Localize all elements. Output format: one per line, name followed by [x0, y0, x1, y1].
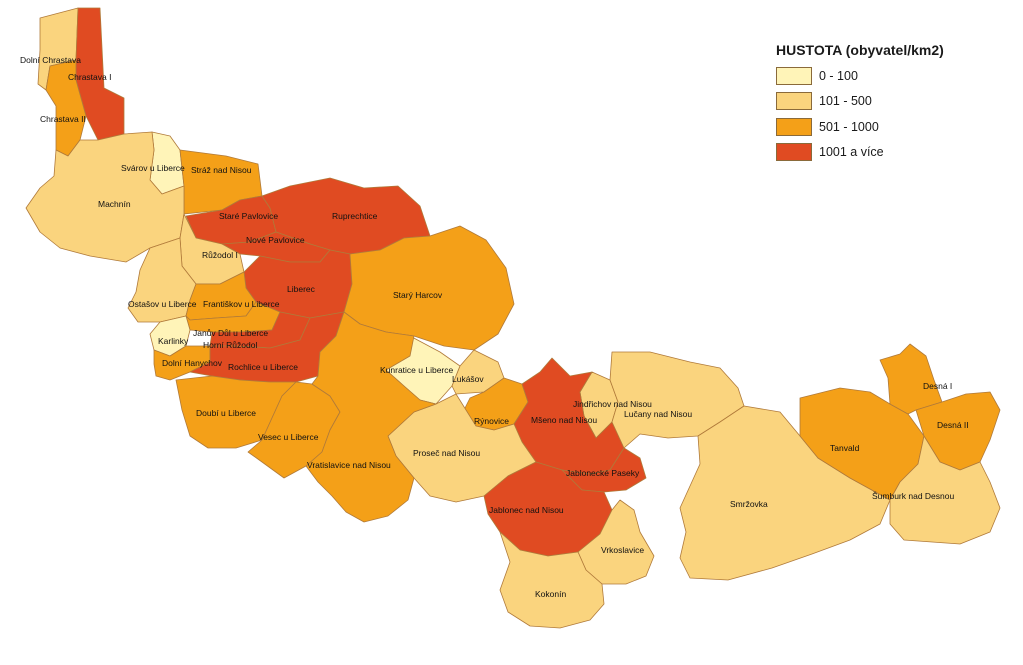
region-label: Starý Harcov	[393, 290, 443, 300]
legend-item: 101 - 500	[776, 89, 1006, 115]
region-label: Ostašov u Liberce	[128, 299, 197, 309]
region-label: Horní Růžodol	[203, 340, 257, 350]
region-smrzovka	[679, 405, 891, 581]
region-label: Stráž nad Nisou	[191, 165, 252, 175]
region-label: Rochlice u Liberce	[228, 362, 298, 372]
region-label: Vratislavice nad Nisou	[307, 460, 391, 470]
region-label: Vrkoslavice	[601, 545, 644, 555]
region-label: Kunratice u Liberce	[380, 365, 454, 375]
region-label: Lukášov	[452, 374, 484, 384]
region-label: Smržovka	[730, 499, 768, 509]
map-legend: HUSTOTA (obyvatel/km2) 0 - 100 101 - 500…	[776, 42, 1006, 165]
region-label: Tanvald	[830, 443, 860, 453]
region-label: Růžodol I	[202, 250, 238, 260]
legend-swatch	[776, 143, 812, 162]
region-label: Chrastava II	[40, 114, 86, 124]
region-label: Desná I	[923, 381, 952, 391]
region-label: Desná II	[937, 420, 969, 430]
legend-item: 0 - 100	[776, 63, 1006, 89]
region-label: Janův Důl u Liberce	[193, 328, 268, 338]
region-label: Karlinky	[158, 336, 189, 346]
region-label: Staré Pavlovice	[219, 211, 278, 221]
legend-title: HUSTOTA (obyvatel/km2)	[776, 42, 944, 58]
region-vratislavice-nad-nisou	[305, 311, 437, 523]
region-label: Šumburk nad Desnou	[872, 491, 954, 501]
region-label: Doubí u Liberce	[196, 408, 256, 418]
legend-swatch	[776, 117, 812, 136]
legend-label: 0 - 100	[819, 68, 858, 83]
legend-label: 101 - 500	[819, 94, 872, 109]
legend-label: 1001 a více	[819, 145, 884, 160]
region-kokonin	[499, 531, 605, 629]
region-label: Kokonín	[535, 589, 566, 599]
legend-item: 501 - 1000	[776, 114, 1006, 140]
region-label: Dolní Chrastava	[20, 55, 81, 65]
region-label: Dolní Hanychov	[162, 358, 223, 368]
region-label: Vesec u Liberce	[258, 432, 319, 442]
legend-item: 1001 a více	[776, 140, 1006, 166]
region-label: Svárov u Liberce	[121, 163, 185, 173]
region-label: Mšeno nad Nisou	[531, 415, 597, 425]
region-label: Františkov u Liberce	[203, 299, 280, 309]
region-label: Chrastava I	[68, 72, 111, 82]
region-label: Nové Pavlovice	[246, 235, 305, 245]
region-label: Jablonec nad Nisou	[489, 505, 564, 515]
region-sumburk-nad-desnou	[889, 435, 1001, 545]
legend-swatch	[776, 92, 812, 111]
region-label: Ruprechtice	[332, 211, 378, 221]
region-label: Rýnovice	[474, 416, 509, 426]
region-label: Machnín	[98, 199, 131, 209]
legend-swatch	[776, 66, 812, 85]
region-label: Proseč nad Nisou	[413, 448, 480, 458]
legend-label: 501 - 1000	[819, 119, 879, 134]
region-label: Liberec	[287, 284, 316, 294]
region-label: Lučany nad Nisou	[624, 409, 692, 419]
region-label: Jablonecké Paseky	[566, 468, 640, 478]
region-label: Jindřichov nad Nisou	[573, 399, 652, 409]
